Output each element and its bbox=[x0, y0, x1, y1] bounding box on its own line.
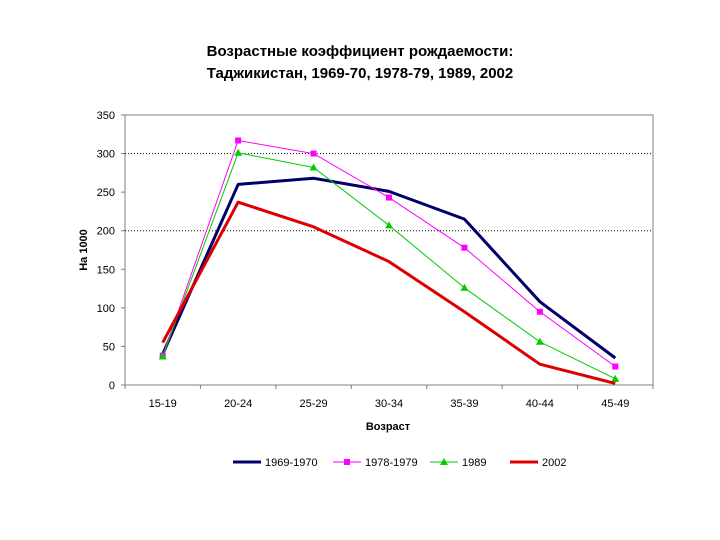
series-point-1978-1979-45-49 bbox=[612, 363, 619, 370]
y-tick-label-50: 50 bbox=[103, 341, 115, 353]
series-point-1989-25-29 bbox=[309, 163, 318, 171]
series-point-1978-1979-30-34 bbox=[386, 194, 392, 201]
y-axis-title: На 1000 bbox=[78, 229, 90, 271]
y-tick-label-200: 200 bbox=[97, 226, 115, 238]
series-point-1989-35-39 bbox=[460, 283, 469, 291]
legend-label-1978-1979: 1978-1979 bbox=[365, 457, 418, 469]
series-point-1989-40-44 bbox=[535, 337, 544, 345]
x-axis-title: Возраст bbox=[366, 421, 411, 433]
x-tick-label-15-19: 15-19 bbox=[149, 398, 177, 410]
chart-title-line-2: Таджикистан, 1969-70, 1978-79, 1989, 200… bbox=[207, 65, 514, 82]
series-line-1969-1970 bbox=[161, 176, 617, 360]
legend-label-2002: 2002 bbox=[542, 457, 566, 469]
series-point-1989-15-19 bbox=[158, 352, 167, 360]
series-point-1989-20-24 bbox=[234, 148, 243, 156]
series-line-1989 bbox=[162, 152, 616, 380]
series-point-1978-1979-20-24 bbox=[235, 137, 242, 144]
legend-marker-1978-1979 bbox=[344, 459, 350, 465]
y-tick-label-100: 100 bbox=[97, 303, 115, 315]
x-tick-label-35-39: 35-39 bbox=[450, 398, 478, 410]
legend-marker-1989 bbox=[440, 458, 448, 465]
y-tick-label-0: 0 bbox=[109, 380, 115, 392]
y-tick-label-250: 250 bbox=[97, 187, 115, 199]
x-tick-label-25-29: 25-29 bbox=[300, 398, 328, 410]
y-tick-label-150: 150 bbox=[97, 264, 115, 276]
legend-label-1989: 1989 bbox=[462, 457, 486, 469]
legend-label-1969-1970: 1969-1970 bbox=[265, 457, 318, 469]
x-tick-label-45-49: 45-49 bbox=[601, 398, 629, 410]
series-point-1978-1979-25-29 bbox=[310, 150, 317, 157]
series-point-1978-1979-35-39 bbox=[461, 244, 468, 251]
series-point-1978-1979-40-44 bbox=[536, 308, 543, 315]
x-tick-label-30-34: 30-34 bbox=[375, 398, 403, 410]
legend: 1969-1970 1978-1979 1989 2002 bbox=[233, 457, 566, 469]
x-tick-label-20-24: 20-24 bbox=[224, 398, 252, 410]
y-tick-label-350: 350 bbox=[97, 110, 115, 122]
series-point-1989-45-49 bbox=[611, 374, 620, 382]
plot-area: 0 50 100 150 200 250 300 350 15-19 20-24 25-29 30-3… bbox=[97, 110, 654, 410]
plot-frame bbox=[124, 114, 654, 386]
x-tick-label-40-44: 40-44 bbox=[526, 398, 554, 410]
series-line-2002 bbox=[161, 200, 616, 385]
y-tick-label-300: 300 bbox=[97, 149, 115, 161]
series-point-1989-30-34 bbox=[385, 221, 393, 229]
chart-title-line-1: Возрастные коэффициент рождаемости: bbox=[207, 43, 514, 60]
